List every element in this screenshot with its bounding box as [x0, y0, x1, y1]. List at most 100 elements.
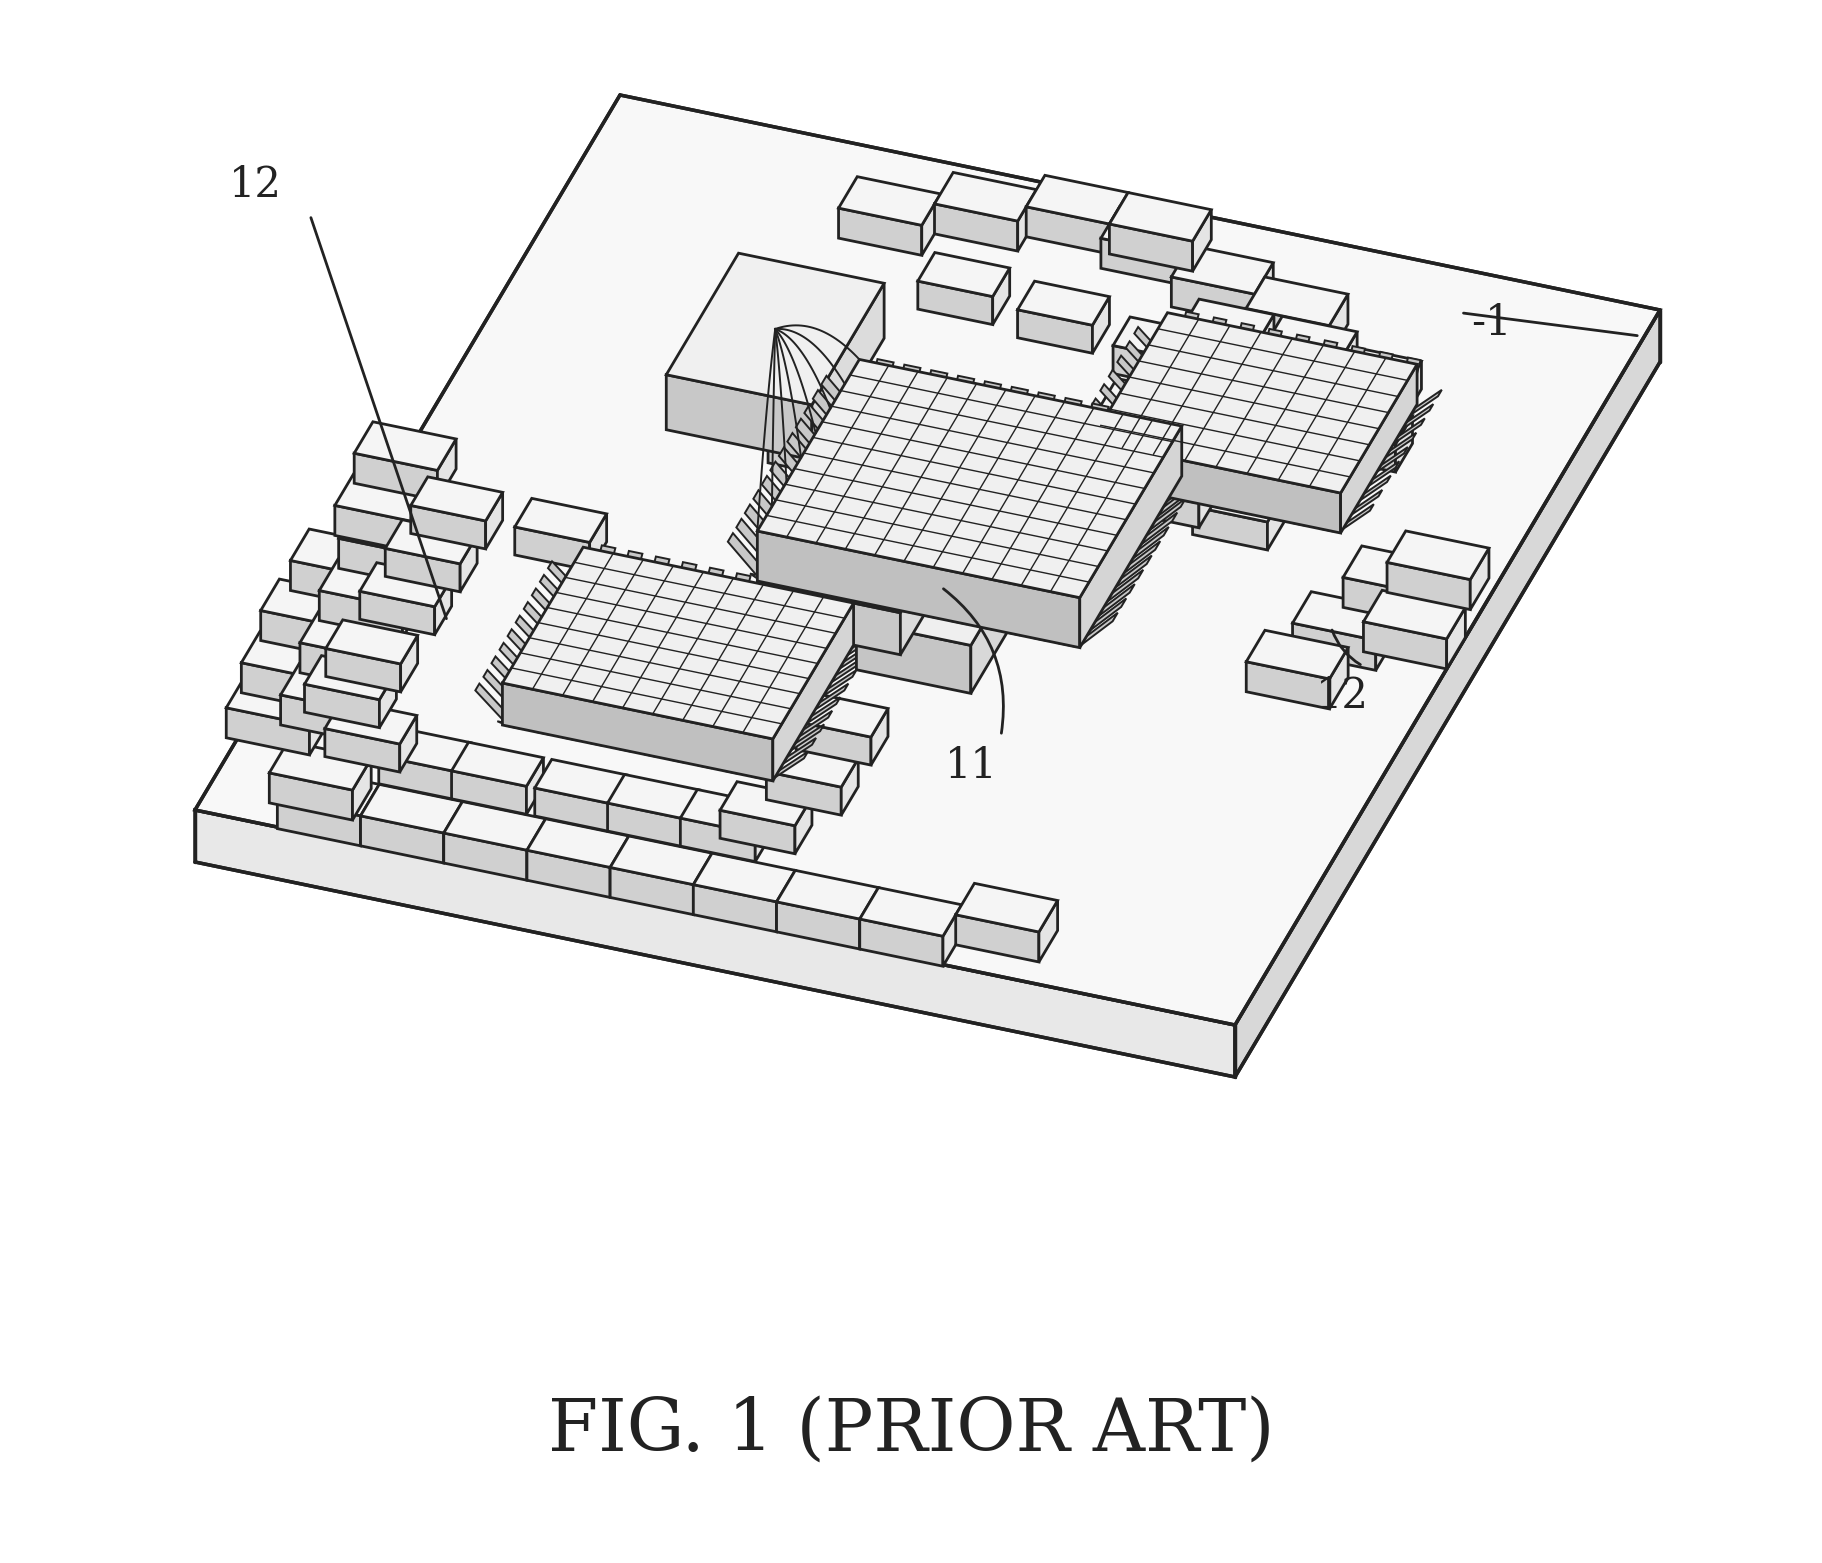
Polygon shape [1341, 345, 1365, 391]
Polygon shape [667, 375, 813, 460]
Polygon shape [1396, 416, 1412, 472]
Polygon shape [758, 392, 833, 436]
Polygon shape [1314, 341, 1337, 386]
Polygon shape [335, 505, 417, 553]
Polygon shape [454, 742, 470, 799]
Polygon shape [241, 631, 343, 680]
Polygon shape [536, 760, 627, 803]
Polygon shape [756, 805, 773, 861]
Polygon shape [680, 817, 756, 861]
Polygon shape [776, 871, 794, 932]
Polygon shape [1368, 461, 1399, 486]
Polygon shape [1172, 277, 1255, 324]
Polygon shape [324, 728, 399, 772]
Polygon shape [483, 671, 517, 708]
Polygon shape [1387, 563, 1470, 610]
Polygon shape [1226, 506, 1250, 514]
Polygon shape [1268, 494, 1285, 550]
Polygon shape [590, 545, 616, 594]
Polygon shape [1088, 478, 1111, 486]
Polygon shape [1172, 495, 1193, 503]
Polygon shape [778, 447, 814, 492]
Polygon shape [935, 203, 1018, 252]
Polygon shape [762, 477, 798, 520]
Polygon shape [1135, 327, 1164, 363]
Polygon shape [1387, 531, 1489, 580]
Polygon shape [499, 642, 532, 681]
Polygon shape [758, 359, 1182, 597]
Polygon shape [776, 902, 860, 949]
Polygon shape [1363, 622, 1447, 669]
Polygon shape [844, 422, 860, 478]
Polygon shape [922, 194, 940, 255]
Polygon shape [774, 752, 807, 777]
Polygon shape [865, 359, 893, 414]
Polygon shape [1405, 361, 1421, 417]
Polygon shape [486, 492, 503, 549]
Polygon shape [527, 850, 610, 897]
Polygon shape [993, 267, 1009, 325]
Polygon shape [1246, 630, 1348, 678]
Polygon shape [1108, 570, 1142, 602]
Polygon shape [807, 591, 831, 638]
Polygon shape [745, 505, 782, 550]
Polygon shape [1017, 281, 1110, 325]
Polygon shape [508, 630, 541, 667]
Polygon shape [1124, 541, 1161, 574]
Polygon shape [497, 721, 523, 730]
Polygon shape [800, 711, 833, 736]
Polygon shape [1091, 441, 1341, 533]
Polygon shape [1377, 447, 1408, 472]
Polygon shape [361, 785, 379, 846]
Polygon shape [1126, 341, 1157, 377]
Polygon shape [767, 772, 842, 816]
Polygon shape [884, 602, 913, 613]
Polygon shape [270, 772, 352, 821]
Polygon shape [281, 663, 383, 713]
Polygon shape [1053, 399, 1082, 453]
Polygon shape [261, 611, 344, 658]
Polygon shape [918, 370, 947, 425]
Polygon shape [780, 585, 805, 633]
Polygon shape [1110, 370, 1141, 406]
Polygon shape [435, 578, 452, 635]
Polygon shape [1082, 613, 1117, 646]
Polygon shape [445, 802, 463, 863]
Polygon shape [814, 683, 849, 710]
Polygon shape [1203, 317, 1226, 363]
Polygon shape [1385, 433, 1416, 458]
Polygon shape [503, 547, 853, 739]
Polygon shape [1113, 317, 1204, 361]
Polygon shape [698, 567, 723, 616]
Polygon shape [736, 519, 773, 564]
Polygon shape [1066, 441, 1097, 477]
Polygon shape [694, 853, 712, 914]
Polygon shape [807, 594, 900, 655]
Polygon shape [516, 616, 548, 653]
Polygon shape [1330, 294, 1348, 356]
Polygon shape [856, 528, 1026, 646]
Polygon shape [1330, 374, 1405, 417]
Polygon shape [384, 549, 461, 592]
Polygon shape [578, 738, 603, 746]
Polygon shape [226, 708, 310, 755]
Polygon shape [261, 578, 363, 628]
Polygon shape [1310, 524, 1334, 531]
Polygon shape [445, 802, 545, 850]
Polygon shape [1470, 549, 1489, 610]
Polygon shape [1115, 483, 1139, 491]
Polygon shape [856, 622, 971, 694]
Polygon shape [1093, 297, 1110, 353]
Polygon shape [527, 758, 543, 814]
Polygon shape [900, 535, 947, 655]
Polygon shape [957, 883, 1057, 932]
Text: -1: -1 [1470, 302, 1510, 344]
Polygon shape [353, 453, 437, 500]
Polygon shape [1403, 405, 1434, 428]
Polygon shape [838, 177, 940, 225]
Polygon shape [361, 785, 463, 833]
Polygon shape [1341, 364, 1418, 533]
Polygon shape [694, 853, 794, 902]
Polygon shape [1184, 224, 1203, 286]
Polygon shape [610, 775, 627, 832]
